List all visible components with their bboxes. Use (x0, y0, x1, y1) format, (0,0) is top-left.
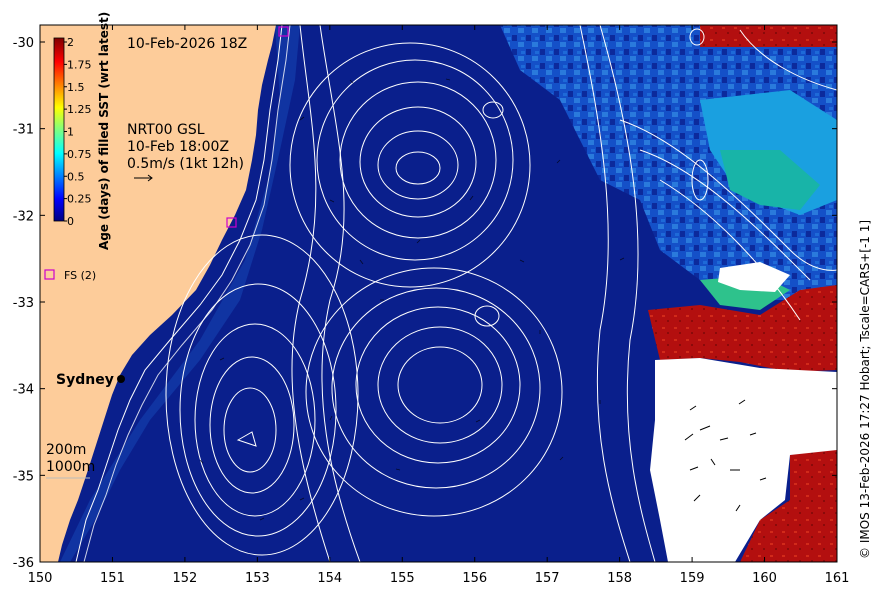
x-tick-label: 160 (752, 571, 777, 586)
y-axis: -30 -31 -32 -33 -34 -35 -36 (13, 36, 837, 571)
current-vectors-white-area (684, 399, 767, 512)
legend-marker-icon (44, 269, 55, 280)
credit-text: © IMOS 13-Feb-2026 17:27 Hobart; Tscale=… (858, 220, 872, 559)
colorbar-tick-label: 0.5 (67, 170, 85, 183)
x-tick-label: 157 (535, 571, 560, 586)
product-line-1: NRT00 GSL (127, 122, 205, 138)
product-line-3: 0.5m/s (1kt 12h) (127, 156, 244, 172)
x-tick-label: 152 (172, 571, 197, 586)
isobath-label-200m: 200m (46, 442, 86, 458)
isobath-200m (75, 25, 283, 562)
old-sst-patch-south (740, 448, 837, 562)
colorbar: 2 1.75 1.5 1.25 1 0.75 0.5 0.25 0 Age (days) of … (53, 12, 111, 250)
x-tick-label: 155 (390, 571, 415, 586)
y-tick-label: -30 (13, 36, 34, 51)
float-marker[interactable] (278, 26, 289, 37)
land-australia (40, 25, 276, 562)
colorbar-gradient (53, 37, 65, 222)
colorbar-tick-label: 0.25 (67, 193, 92, 206)
x-tick-label: 161 (825, 571, 850, 586)
isobath-label-1000m: 1000m (46, 459, 95, 475)
y-tick-label: -35 (13, 469, 34, 484)
colorbar-tick-label: 2 (67, 36, 74, 49)
x-tick-label: 158 (607, 571, 632, 586)
map-plot-area (40, 25, 837, 562)
city-label-sydney: Sydney (56, 372, 114, 388)
colorbar-tick-label: 1.25 (67, 103, 92, 116)
x-tick-label: 156 (462, 571, 487, 586)
product-line-2: 10-Feb 18:00Z (127, 139, 229, 155)
no-data-region (650, 358, 837, 562)
colorbar-tick-label: 0 (67, 215, 74, 228)
x-axis: 150 151 152 153 154 155 156 157 158 159 160 161 (28, 25, 850, 586)
date-title: 10-Feb-2026 18Z (127, 36, 247, 52)
x-tick-label: 150 (28, 571, 53, 586)
x-tick-label: 154 (317, 571, 342, 586)
city-dot (117, 375, 125, 383)
colorbar-tick-label: 1 (67, 126, 74, 139)
old-sst-patch-east (648, 285, 837, 372)
current-vectors (199, 78, 625, 521)
x-tick-label: 159 (680, 571, 705, 586)
y-tick-label: -36 (13, 556, 34, 571)
x-tick-label: 153 (245, 571, 270, 586)
reference-vector-arrow (134, 174, 153, 182)
ssh-contours (165, 25, 837, 562)
y-tick-label: -34 (13, 383, 34, 398)
teal-age-patch (720, 150, 820, 210)
isobath-1000m (83, 25, 291, 562)
colorbar-tick-label: 0.75 (67, 148, 92, 161)
x-tick-label: 151 (100, 571, 125, 586)
y-tick-label: -31 (13, 123, 34, 138)
legend-marker-label: FS (2) (64, 269, 96, 282)
colorbar-tick-label: 1.5 (67, 81, 85, 94)
plot-frame (39, 24, 838, 563)
colorbar-tick-label: 1.75 (67, 58, 92, 71)
old-sst-patch-north (700, 25, 837, 47)
colorbar-title: Age (days) of filled SST (wrt latest) (97, 12, 111, 250)
y-tick-label: -33 (13, 296, 34, 311)
float-marker[interactable] (226, 217, 237, 228)
y-tick-label: -32 (13, 209, 34, 224)
no-data-region-2 (718, 262, 790, 292)
